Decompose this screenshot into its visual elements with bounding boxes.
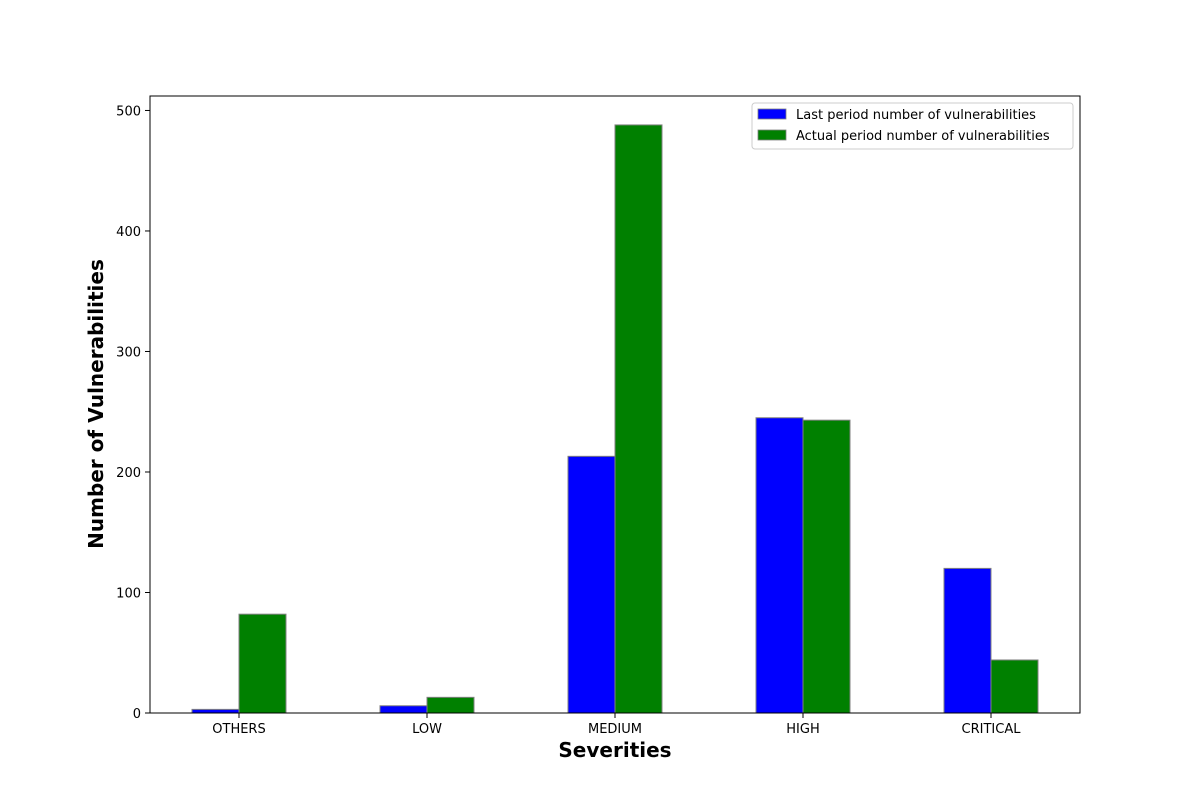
y-axis-title: Number of Vulnerabilities: [84, 259, 108, 549]
y-tick-label: 500: [116, 104, 141, 119]
y-tick-label: 400: [116, 225, 141, 240]
y-tick-label: 100: [116, 586, 141, 601]
x-tick-label-low: LOW: [412, 722, 442, 737]
bar-actual-period-medium: [614, 124, 663, 714]
x-tick-label-medium: MEDIUM: [588, 722, 642, 737]
legend-swatch-actual-period: [757, 129, 787, 141]
legend-box: [751, 102, 1074, 150]
legend-label-last-period: Last period number of vulnerabilities: [796, 108, 1036, 123]
bar-last-period-low: [379, 705, 428, 714]
legend: Last period number of vulnerabilities Ac…: [751, 102, 1074, 150]
x-axis-title: Severities: [558, 738, 671, 762]
bar-actual-period-others: [238, 613, 287, 714]
bar-last-period-high: [755, 417, 804, 714]
bar-actual-period-critical: [990, 659, 1039, 714]
bar-actual-period-high: [802, 419, 851, 714]
legend-label-actual-period: Actual period number of vulnerabilities: [796, 129, 1050, 144]
y-tick-label: 300: [116, 345, 141, 360]
bar-last-period-critical: [943, 567, 992, 714]
bar-last-period-others: [191, 708, 240, 714]
y-tick-label: 0: [133, 707, 141, 722]
y-tick-label: 200: [116, 466, 141, 481]
bar-last-period-medium: [567, 455, 616, 714]
x-tick-label-high: HIGH: [786, 722, 819, 737]
bars-layer: [191, 124, 1039, 714]
x-tick-label-others: OTHERS: [212, 722, 265, 737]
legend-swatch-last-period: [757, 108, 787, 120]
y-axis: 0 100 200 300 400 500: [116, 104, 150, 722]
x-tick-label-critical: CRITICAL: [962, 722, 1022, 737]
bar-actual-period-low: [426, 696, 475, 714]
x-axis: OTHERS LOW MEDIUM HIGH CRITICAL: [212, 713, 1021, 737]
